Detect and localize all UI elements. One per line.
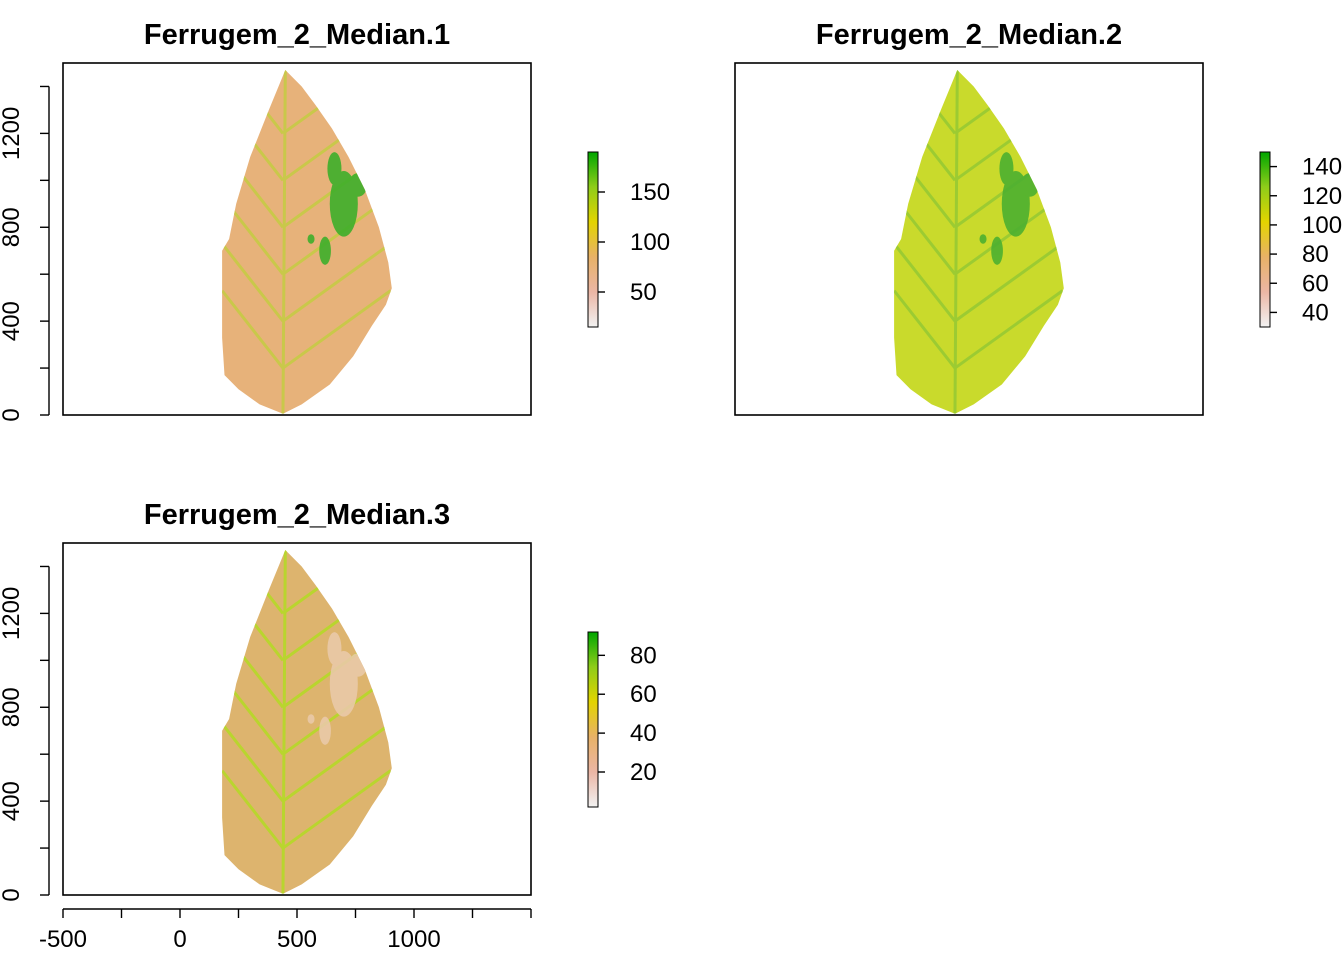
- vein-right: [282, 722, 392, 803]
- legend-tick-label: 100: [1302, 212, 1342, 239]
- lesion: [348, 653, 368, 677]
- legend-tick-label: 140: [1302, 154, 1342, 181]
- legend-tick-label: 20: [630, 759, 657, 786]
- panel-title: Ferrugem_2_Median.1: [144, 19, 450, 51]
- plot-panel-1: Ferrugem_2_Median.1 0 400 800 1200 50 100 150: [0, 19, 670, 422]
- legend-tick-label: 80: [630, 642, 657, 669]
- legend: 50 100 150: [587, 151, 670, 328]
- legend-colorbar: [587, 631, 599, 808]
- leaf-raster: [894, 70, 1064, 414]
- lesion-spots: [979, 152, 1040, 265]
- y-tick-label: 0: [0, 408, 25, 421]
- lesion: [319, 716, 331, 745]
- midrib: [281, 550, 287, 894]
- y-tick-label: 1200: [0, 587, 25, 640]
- plot-panel-3: Ferrugem_2_Median.3 0 400 800 1200 -500 0 500 10…: [0, 499, 657, 953]
- legend-tick-label: 150: [630, 179, 670, 206]
- vein-left: [222, 550, 285, 615]
- legend-colorbar: [1259, 151, 1271, 328]
- legend-tick-label: 40: [1302, 299, 1329, 326]
- legend-tick-label: 120: [1302, 183, 1342, 210]
- plot-frame: [62, 542, 532, 896]
- x-tick-label: -500: [39, 926, 87, 953]
- y-tick-label: 1200: [0, 107, 25, 160]
- lesion-spots: [307, 632, 368, 745]
- vein-right: [282, 242, 392, 323]
- legend-tick-label: 40: [630, 720, 657, 747]
- lesion: [348, 173, 368, 197]
- vein-left: [222, 289, 285, 369]
- lesion: [327, 152, 342, 186]
- lesion: [1020, 173, 1040, 197]
- x-tick-label: 0: [173, 926, 186, 953]
- legend-tick-label: 80: [1302, 241, 1329, 268]
- legend-colorbar: [587, 151, 599, 328]
- vein-left: [222, 70, 285, 135]
- lesion: [999, 152, 1014, 186]
- lesion: [307, 234, 315, 244]
- panel-title: Ferrugem_2_Median.3: [144, 499, 450, 531]
- legend-tick-label: 50: [630, 279, 657, 306]
- lesion: [991, 236, 1003, 265]
- x-tick-label: 1000: [387, 926, 440, 953]
- y-tick-label: 0: [0, 888, 25, 901]
- y-tick-label: 400: [0, 781, 25, 821]
- vein-right: [282, 289, 392, 370]
- vein-right: [954, 242, 1064, 323]
- y-tick-label: 800: [0, 687, 25, 727]
- legend-tick-label: 60: [630, 681, 657, 708]
- vein-right: [954, 289, 1064, 370]
- y-tick-label: 400: [0, 301, 25, 341]
- panel-title: Ferrugem_2_Median.2: [816, 19, 1122, 51]
- legend: 20 40 60 80: [587, 631, 657, 808]
- midrib: [281, 70, 287, 414]
- vein-left: [222, 769, 285, 849]
- x-tick-label: 500: [277, 926, 317, 953]
- lesion: [327, 632, 342, 666]
- vein-right: [282, 769, 392, 850]
- midrib: [953, 70, 959, 414]
- vein-left: [894, 289, 957, 369]
- lesion: [979, 234, 987, 244]
- legend-tick-label: 100: [630, 229, 670, 256]
- legend-tick-label: 60: [1302, 270, 1329, 297]
- vein-left: [894, 242, 957, 323]
- plot-frame: [62, 62, 532, 416]
- vein-left: [894, 70, 957, 135]
- lesion: [307, 714, 315, 724]
- leaf-raster: [222, 70, 392, 414]
- vein-left: [222, 722, 285, 803]
- leaf-raster: [222, 550, 392, 894]
- y-tick-label: 800: [0, 207, 25, 247]
- vein-left: [222, 242, 285, 323]
- lesion: [319, 236, 331, 265]
- plot-frame: [734, 62, 1204, 416]
